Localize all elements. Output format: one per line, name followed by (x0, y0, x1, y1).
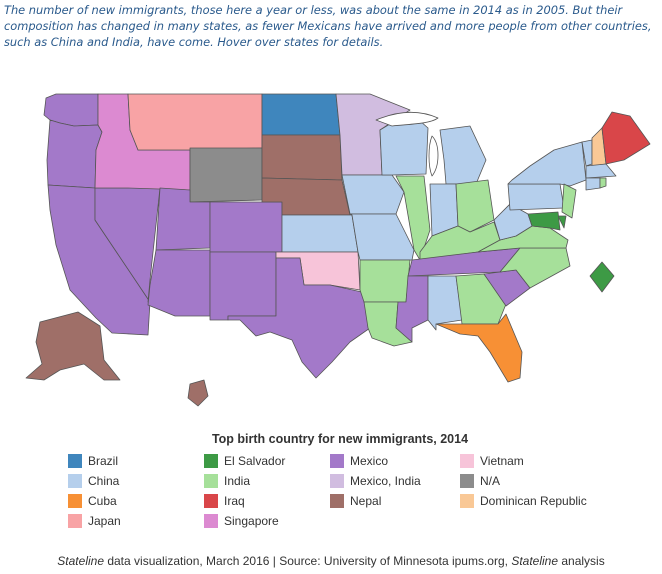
footer-analysis-name: Stateline (511, 554, 559, 568)
legend-label: Vietnam (480, 454, 524, 468)
legend-item-dominican-republic: Dominican Republic (460, 492, 587, 510)
state-AZ[interactable] (147, 249, 211, 317)
state-CT[interactable] (585, 177, 601, 191)
legend-item-na: N/A (460, 472, 500, 490)
legend-label: Dominican Republic (480, 494, 587, 508)
state-DC[interactable] (589, 261, 615, 293)
state-RI[interactable] (599, 177, 607, 189)
legend-item-nepal: Nepal (330, 492, 381, 510)
state-AK[interactable] (25, 311, 121, 381)
legend-swatch (330, 454, 344, 468)
legend-swatch (204, 474, 218, 488)
state-DE[interactable] (557, 215, 567, 229)
footer-end-text: analysis (558, 554, 605, 568)
footer-source-name: Stateline (57, 554, 104, 568)
legend-swatch (460, 474, 474, 488)
footer-middle-text: data visualization, March 2016 | Source:… (104, 554, 512, 568)
state-MA[interactable] (585, 163, 617, 179)
legend-item-mexico-india: Mexico, India (330, 472, 421, 490)
legend-swatch (204, 514, 218, 528)
legend-label: El Salvador (224, 454, 286, 468)
legend-swatch (68, 454, 82, 468)
state-NY[interactable] (507, 141, 587, 187)
state-NM[interactable] (209, 251, 277, 321)
state-AR[interactable] (359, 259, 411, 303)
legend-title: Top birth country for new immigrants, 20… (211, 432, 469, 446)
state-ME[interactable] (601, 111, 651, 165)
legend-item-vietnam: Vietnam (460, 452, 524, 470)
state-NJ[interactable] (561, 183, 577, 219)
state-OR[interactable] (46, 119, 103, 189)
lake-superior (375, 111, 439, 127)
legend-item-cuba: Cuba (68, 492, 117, 510)
legend-swatch (68, 494, 82, 508)
state-SD[interactable] (261, 134, 343, 181)
legend-label: Iraq (224, 494, 245, 508)
lake-michigan (428, 135, 439, 177)
legend-swatch (68, 474, 82, 488)
legend-label: Cuba (88, 494, 117, 508)
legend-label: Japan (88, 514, 121, 528)
state-ND[interactable] (261, 93, 341, 136)
legend-swatch (460, 454, 474, 468)
legend-item-brazil: Brazil (68, 452, 118, 470)
legend-swatch (330, 474, 344, 488)
state-MD[interactable] (527, 211, 561, 231)
legend-label: Singapore (224, 514, 279, 528)
footer-attribution: Stateline data visualization, March 2016… (0, 554, 662, 568)
state-TX[interactable] (227, 257, 371, 379)
state-FL[interactable] (435, 313, 523, 383)
legend-label: Mexico (350, 454, 389, 468)
state-CO[interactable] (209, 201, 283, 253)
legend-item-el-salvador: El Salvador (204, 452, 285, 470)
legend-label: N/A (480, 474, 501, 488)
legend-label: Mexico, India (350, 474, 421, 488)
legend-swatch (330, 494, 344, 508)
legend-item-mexico: Mexico (330, 452, 388, 470)
legend-label: China (88, 474, 120, 488)
legend-swatch (68, 514, 82, 528)
legend-item-china: China (68, 472, 119, 490)
legend-item-singapore: Singapore (204, 512, 279, 530)
state-WY[interactable] (189, 147, 263, 203)
state-GA[interactable] (455, 273, 507, 325)
state-IA[interactable] (341, 174, 405, 215)
legend-label: India (224, 474, 251, 488)
legend-item-iraq: Iraq (204, 492, 245, 510)
state-PA[interactable] (507, 183, 565, 211)
intro-text: The number of new immigrants, those here… (4, 3, 652, 49)
us-states-map (25, 93, 651, 407)
state-OH[interactable] (455, 179, 495, 233)
state-MI[interactable] (439, 125, 487, 185)
legend-item-japan: Japan (68, 512, 121, 530)
state-MT[interactable] (127, 93, 263, 151)
state-HI[interactable] (187, 379, 209, 407)
legend-swatch (204, 494, 218, 508)
legend-label: Nepal (350, 494, 382, 508)
legend-label: Brazil (88, 454, 119, 468)
legend-swatch (204, 454, 218, 468)
state-MO[interactable] (349, 213, 415, 261)
state-KS[interactable] (281, 214, 359, 253)
legend-swatch (460, 494, 474, 508)
legend-item-india: India (204, 472, 250, 490)
